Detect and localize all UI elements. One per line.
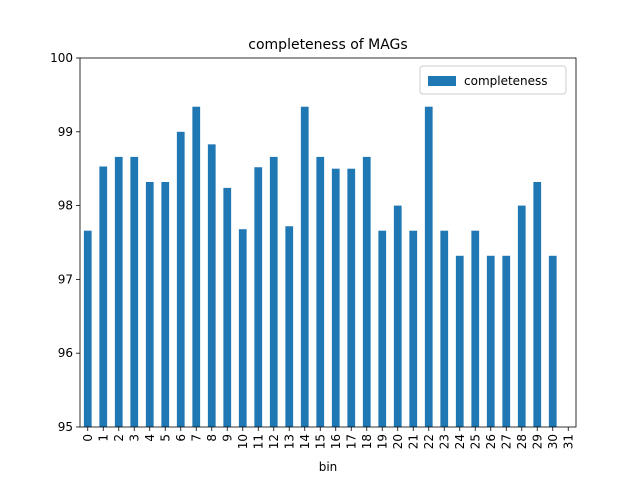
bar bbox=[207, 144, 216, 427]
x-tick-label: 10 bbox=[236, 434, 250, 449]
bar bbox=[471, 230, 480, 427]
bar bbox=[192, 106, 201, 427]
x-tick-label: 1 bbox=[96, 434, 110, 442]
bar bbox=[223, 187, 232, 427]
x-tick-label: 18 bbox=[360, 434, 374, 449]
x-tick-label: 0 bbox=[81, 434, 95, 442]
y-tick-label: 98 bbox=[58, 199, 73, 213]
legend-label: completeness bbox=[464, 74, 548, 88]
y-tick-label: 97 bbox=[58, 272, 73, 286]
bar bbox=[145, 181, 154, 427]
plot-frame bbox=[79, 57, 577, 428]
bar bbox=[176, 131, 185, 428]
x-tick-label: 20 bbox=[391, 434, 405, 449]
x-tick-label: 27 bbox=[499, 434, 513, 449]
bar bbox=[269, 156, 278, 427]
x-tick-label: 14 bbox=[298, 434, 312, 449]
x-tick-label: 12 bbox=[267, 434, 281, 449]
bar bbox=[378, 230, 387, 427]
bar bbox=[300, 106, 309, 427]
x-tick-label: 21 bbox=[406, 434, 420, 449]
x-tick-label: 8 bbox=[205, 434, 219, 442]
bar bbox=[486, 255, 495, 427]
bar bbox=[254, 167, 263, 427]
bar bbox=[362, 156, 371, 427]
x-tick-label: 17 bbox=[344, 434, 358, 449]
x-tick-label: 30 bbox=[546, 434, 560, 449]
bar bbox=[99, 166, 108, 427]
bar bbox=[316, 156, 325, 427]
bar bbox=[83, 230, 92, 427]
y-tick-label: 95 bbox=[58, 420, 73, 434]
bar bbox=[533, 181, 542, 427]
bar bbox=[393, 205, 402, 427]
bar bbox=[347, 168, 356, 427]
bar bbox=[517, 205, 526, 427]
x-tick-label: 11 bbox=[251, 434, 265, 449]
y-tick-label: 96 bbox=[58, 346, 73, 360]
bar bbox=[161, 181, 170, 427]
x-tick-label: 25 bbox=[468, 434, 482, 449]
x-tick-label: 19 bbox=[375, 434, 389, 449]
x-tick-label: 5 bbox=[158, 434, 172, 442]
x-tick-label: 6 bbox=[174, 434, 188, 442]
chart-title: completeness of MAGs bbox=[248, 37, 407, 53]
bar bbox=[130, 156, 139, 427]
bar bbox=[455, 255, 464, 427]
x-axis-label: bin bbox=[319, 460, 338, 474]
bar bbox=[548, 255, 557, 427]
x-tick-label: 22 bbox=[422, 434, 436, 449]
bar bbox=[409, 230, 418, 427]
bar bbox=[440, 230, 449, 427]
x-tick-label: 29 bbox=[530, 434, 544, 449]
bar bbox=[238, 229, 247, 427]
bar bbox=[114, 156, 123, 427]
x-tick-label: 3 bbox=[127, 434, 141, 442]
x-tick-label: 2 bbox=[112, 434, 126, 442]
bar bbox=[331, 168, 340, 427]
x-tick-label: 16 bbox=[329, 434, 343, 449]
x-tick-label: 26 bbox=[484, 434, 498, 449]
legend-box bbox=[419, 65, 567, 95]
bar bbox=[424, 106, 433, 427]
bar bbox=[502, 255, 511, 427]
x-tick-label: 24 bbox=[453, 434, 467, 449]
y-tick-label: 100 bbox=[50, 51, 73, 65]
x-tick-label: 31 bbox=[561, 434, 575, 449]
x-tick-label: 23 bbox=[437, 434, 451, 449]
x-tick-label: 9 bbox=[220, 434, 234, 442]
legend-swatch bbox=[428, 76, 456, 86]
x-tick-label: 15 bbox=[313, 434, 327, 449]
x-tick-label: 28 bbox=[515, 434, 529, 449]
y-tick-label: 99 bbox=[58, 125, 73, 139]
bar bbox=[285, 226, 294, 427]
x-tick-label: 7 bbox=[189, 434, 203, 442]
x-tick-label: 4 bbox=[143, 434, 157, 442]
x-tick-label: 13 bbox=[282, 434, 296, 449]
